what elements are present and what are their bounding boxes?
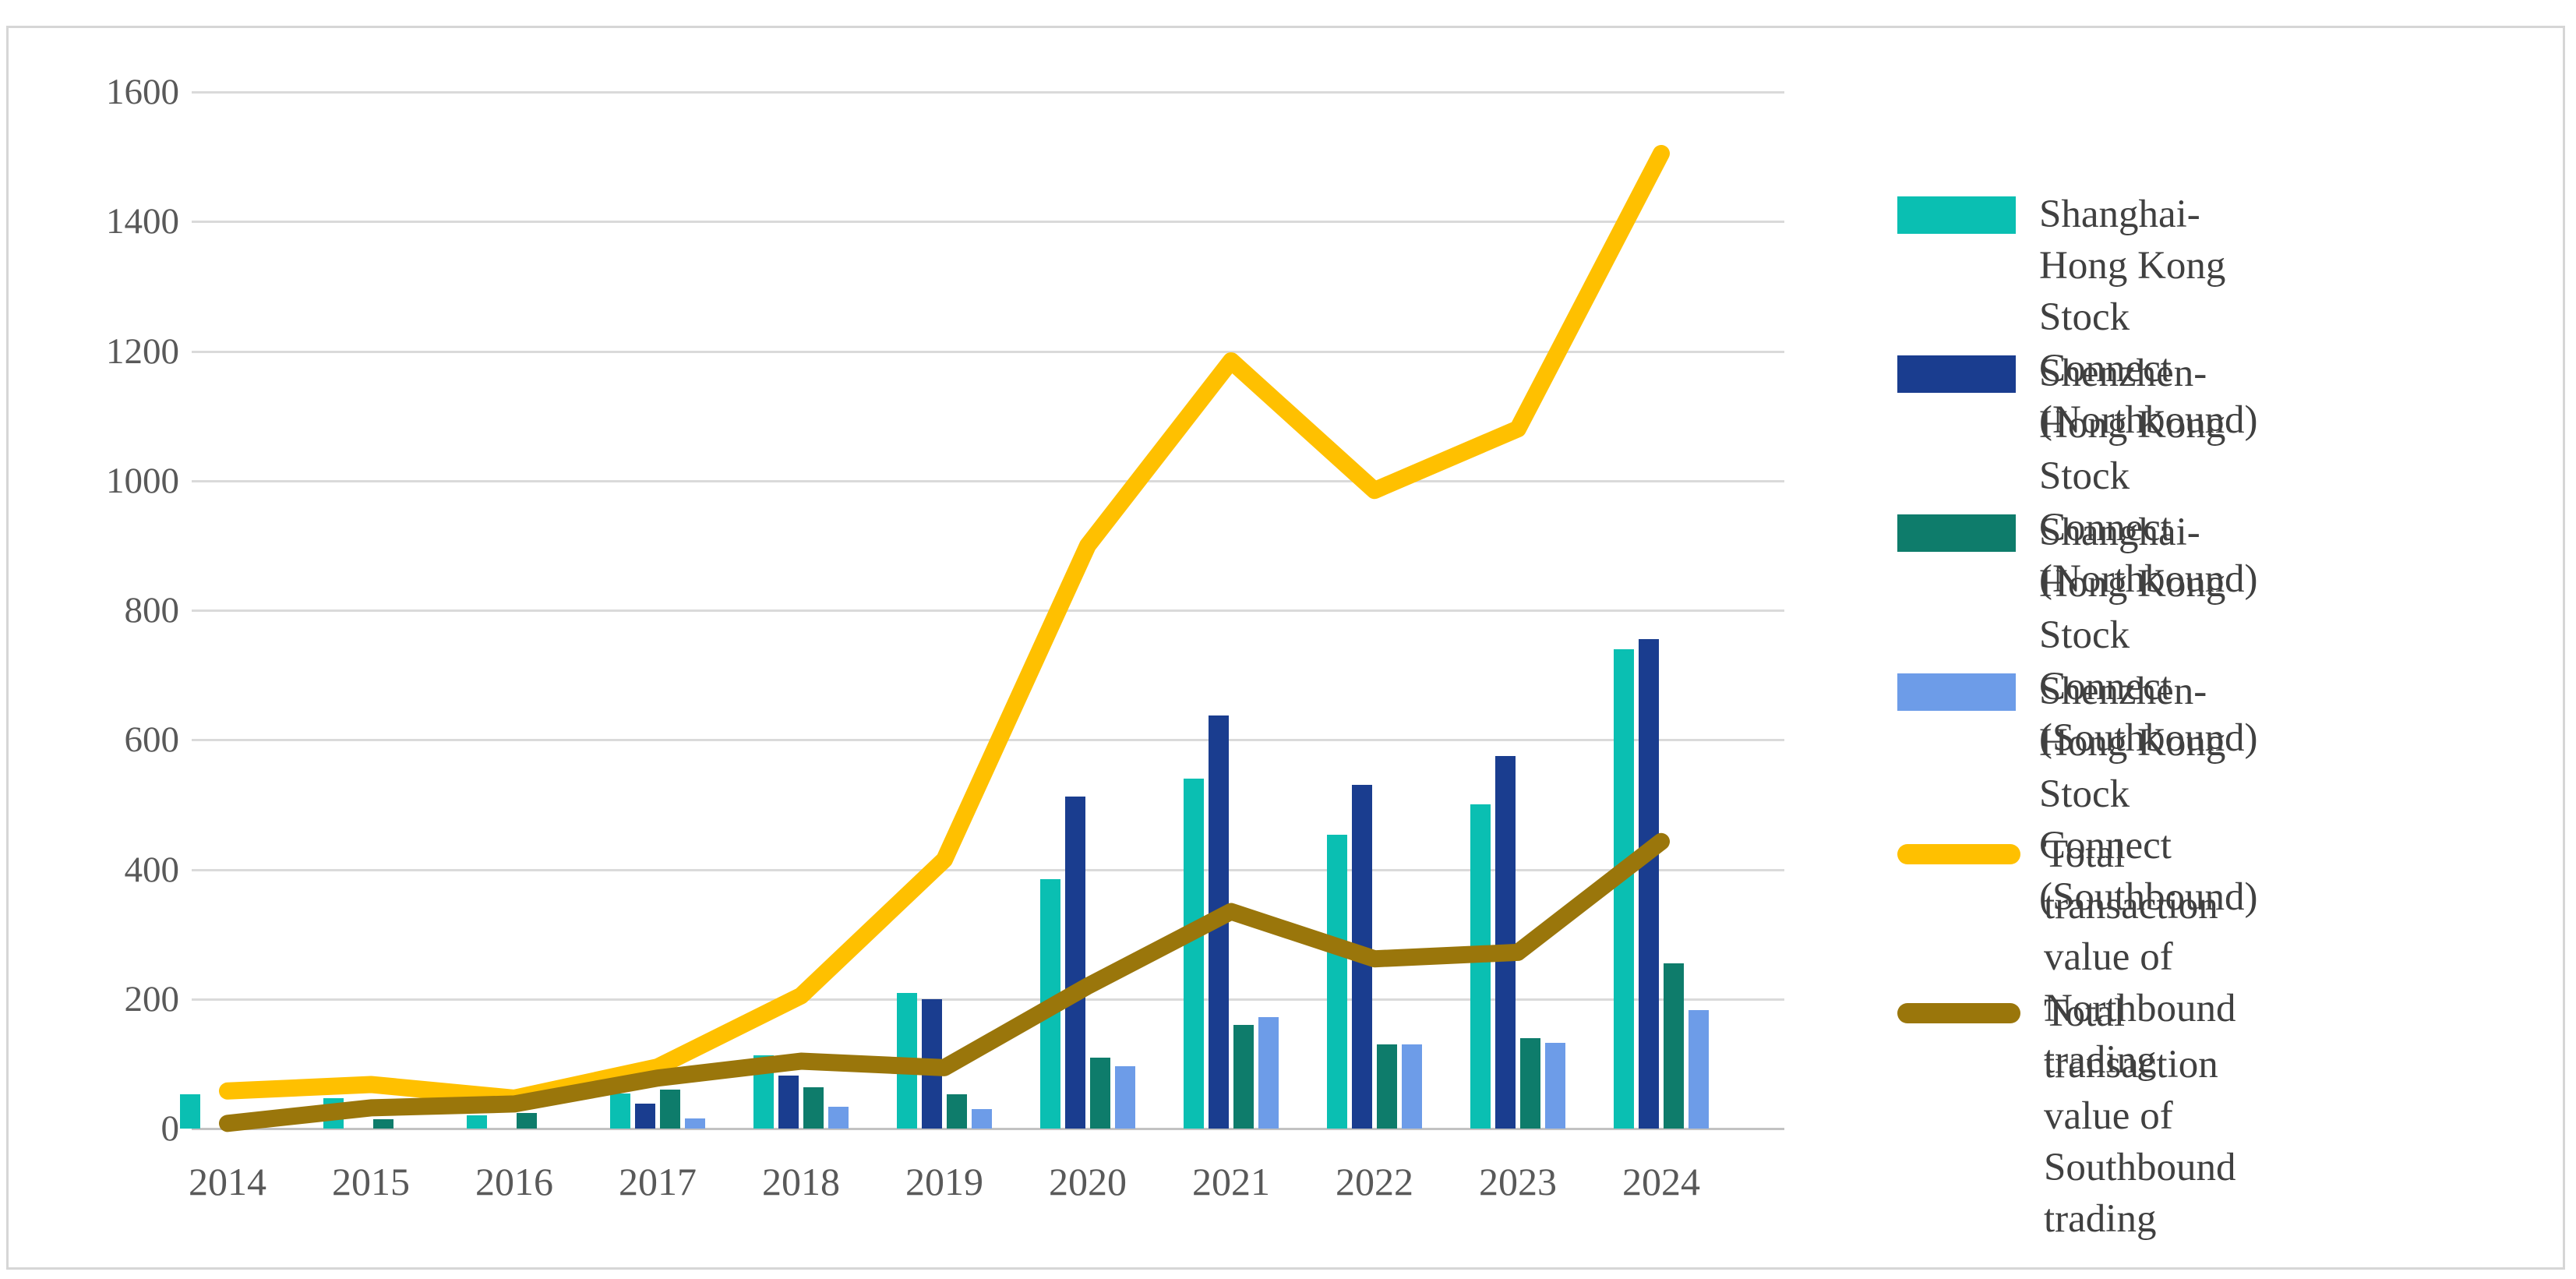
y-tick-label-600: 600 (124, 719, 180, 761)
bar-series2-2023 (1495, 756, 1516, 1129)
bar-series2-2019 (922, 998, 942, 1129)
legend-swatch-bar-4 (1897, 673, 2016, 711)
legend-item-1: Shanghai-Hong Kong Stock Connect (Northb… (1897, 189, 2257, 446)
bar-series2-2017 (635, 1103, 655, 1129)
bar-series2-2020 (1065, 797, 1085, 1129)
bar-series3-2017 (660, 1090, 680, 1129)
legend-swatch-bar-2 (1897, 355, 2016, 393)
bar-series3-2018 (803, 1086, 824, 1129)
bar-series4-2021 (1258, 1017, 1279, 1129)
legend-label-6: Total transaction value of Southbound tr… (2044, 991, 2236, 1241)
y-tick-label-1000: 1000 (106, 460, 179, 501)
x-tick-label-2024: 2024 (1622, 1160, 1700, 1203)
bar-series2-2024 (1639, 638, 1659, 1129)
x-tick-label-2022: 2022 (1336, 1160, 1413, 1203)
y-tick-label-800: 800 (124, 590, 180, 631)
bar-series4-2017 (685, 1118, 705, 1129)
x-tick-label-2016: 2016 (475, 1160, 553, 1203)
gridline-600 (192, 739, 1784, 742)
bar-series4-2024 (1689, 1009, 1709, 1129)
x-tick-label-2019: 2019 (905, 1160, 983, 1203)
legend-label-4: Shenzhen-Hong Kong Stock Connect (Southb… (2039, 670, 2258, 919)
legend-swatch-bar-3 (1897, 514, 2016, 552)
legend-item-3: Shanghai-Hong Kong Stock Connect (Southb… (1897, 507, 2258, 764)
bar-series4-2018 (828, 1106, 849, 1129)
bar-series4-2019 (972, 1109, 992, 1129)
legend-label-1: Shanghai-Hong Kong Stock Connect (Northb… (2039, 193, 2258, 442)
bar-series1-2021 (1184, 779, 1204, 1129)
bar-series1-2022 (1327, 835, 1347, 1129)
legend-swatch-bar-1 (1897, 196, 2016, 234)
gridline-400 (192, 868, 1784, 871)
bar-series3-2020 (1090, 1058, 1110, 1129)
bar-series2-2021 (1209, 715, 1229, 1129)
legend-item-5: Total transaction value of Northbound tr… (1897, 829, 2235, 1086)
bar-series2-2022 (1352, 784, 1372, 1129)
legend-label-5: Total transaction value of Northbound tr… (2044, 832, 2236, 1082)
bar-series1-2018 (753, 1055, 774, 1129)
x-tick-label-2017: 2017 (619, 1160, 697, 1203)
gridline-200 (192, 998, 1784, 1001)
bar-series1-2024 (1614, 648, 1634, 1129)
bar-series3-2023 (1520, 1037, 1540, 1129)
bar-series3-2021 (1233, 1025, 1254, 1129)
legend-item-4: Shenzhen-Hong Kong Stock Connect (Southb… (1897, 666, 2258, 923)
bar-series3-2022 (1377, 1044, 1397, 1129)
x-tick-label-2020: 2020 (1049, 1160, 1127, 1203)
bar-series3-2024 (1664, 963, 1684, 1129)
y-tick-label-1400: 1400 (106, 201, 179, 242)
bar-series1-2020 (1040, 878, 1060, 1129)
y-tick-label-1600: 1600 (106, 72, 179, 112)
legend-swatch-line-5 (1897, 844, 2020, 864)
bar-series1-2014 (180, 1094, 200, 1129)
bar-series3-2016 (517, 1113, 537, 1129)
gridline-1200 (192, 350, 1784, 353)
bar-series2-2018 (778, 1075, 799, 1129)
x-tick-label-2023: 2023 (1479, 1160, 1557, 1203)
legend-swatch-line-6 (1897, 1003, 2020, 1023)
bar-series1-2015 (323, 1097, 344, 1129)
y-tick-label-400: 400 (124, 849, 180, 890)
legend-item-2: Shenzhen-Hong Kong Stock Connect (Northb… (1897, 348, 2257, 605)
bar-series4-2022 (1402, 1044, 1422, 1129)
bar-series1-2016 (467, 1115, 487, 1129)
legend-label-2: Shenzhen-Hong Kong Stock Connect (Northb… (2039, 352, 2258, 601)
bar-series4-2020 (1115, 1066, 1135, 1129)
gridline-800 (192, 609, 1784, 612)
x-tick-label-2018: 2018 (762, 1160, 840, 1203)
legend-item-6: Total transaction value of Southbound tr… (1897, 988, 2236, 1245)
bar-series1-2019 (897, 993, 917, 1129)
x-tick-label-2015: 2015 (332, 1160, 410, 1203)
bar-series1-2023 (1470, 804, 1491, 1129)
bar-series1-2017 (610, 1094, 630, 1129)
gridline-1400 (192, 221, 1784, 224)
bar-series3-2019 (947, 1094, 967, 1129)
x-tick-label-2021: 2021 (1192, 1160, 1270, 1203)
x-tick-label-2014: 2014 (189, 1160, 266, 1203)
gridline-1600 (192, 91, 1784, 94)
legend-label-3: Shanghai-Hong Kong Stock Connect (Southb… (2039, 511, 2258, 760)
bar-series3-2015 (373, 1118, 393, 1129)
y-tick-label-200: 200 (124, 978, 180, 1019)
bar-series4-2023 (1545, 1043, 1565, 1129)
gridline-1000 (192, 479, 1784, 482)
y-tick-label-0: 0 (161, 1108, 180, 1149)
y-tick-label-1200: 1200 (106, 330, 179, 372)
